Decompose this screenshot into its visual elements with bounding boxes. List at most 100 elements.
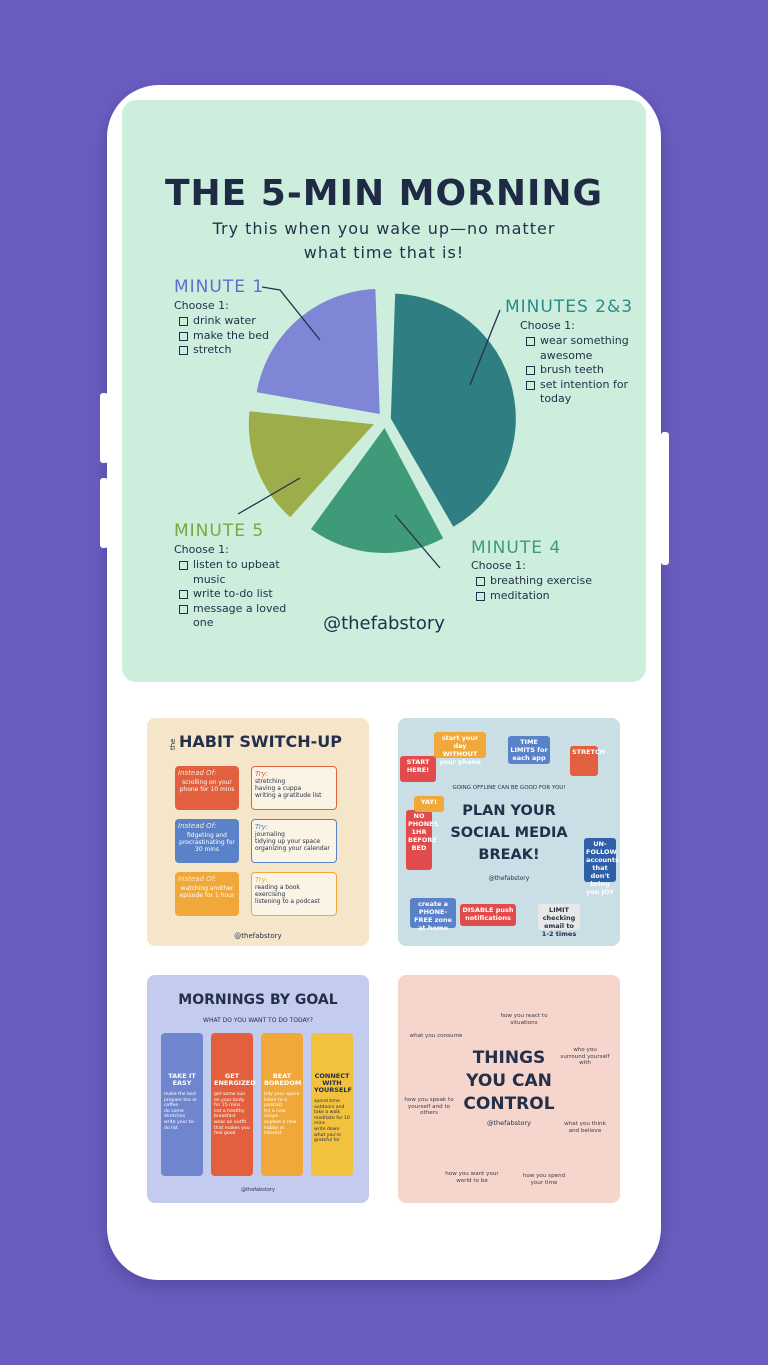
- section-prompt: Choose 1:: [471, 559, 526, 572]
- section-items: drink water make the bed stretch: [179, 314, 289, 358]
- section-prompt: Choose 1:: [520, 319, 575, 332]
- title-prefix: the: [169, 738, 177, 751]
- control-label: how you spend your time: [522, 1173, 566, 1186]
- column-heading: TAKE IT EASY: [168, 1072, 196, 1087]
- power-button: [661, 432, 669, 565]
- pie-illustration: [237, 286, 516, 569]
- column-heading: GET ENERGIZED: [214, 1072, 256, 1087]
- column-item: spend time outdoors and take a walk: [314, 1099, 345, 1116]
- try-item: stretching: [255, 778, 286, 785]
- checklist-item: stretch: [179, 343, 289, 358]
- pie-slice: [390, 293, 516, 527]
- instead-text: watching another episode for 1 hour: [179, 885, 235, 899]
- handle: @thefabstory: [487, 1119, 531, 1127]
- title-line: PLAN YOUR: [462, 803, 556, 819]
- post-subtitle: what time that is!: [303, 243, 465, 262]
- try-item: tidying up your space: [255, 838, 321, 845]
- post-title: THE 5-MIN MORNING: [164, 173, 604, 214]
- post-title: MORNINGS BY GOAL: [178, 992, 338, 1008]
- board-tile: UN-FOLLOW accounts that don't bring you …: [584, 838, 619, 896]
- kicker: GOING OFFLINE CAN BE GOOD FOR YOU!: [452, 785, 566, 791]
- title-line: CONTROL: [463, 1094, 555, 1114]
- try-box: Try: reading a book exercising listening to…: [251, 872, 337, 916]
- handle: @thefabstory: [241, 1187, 275, 1193]
- board-tile: YAY!: [414, 796, 444, 812]
- volume-up-button: [100, 393, 108, 463]
- instead-label: Instead Of:: [178, 769, 217, 777]
- column-item: get some sun on your body for 15 mins: [214, 1092, 246, 1109]
- volume-down-button: [100, 478, 108, 548]
- try-item: writing a gratitude list: [255, 792, 322, 799]
- column-heading: CONNECT WITH YOURSELF: [314, 1072, 352, 1094]
- title-line: BREAK!: [478, 847, 540, 863]
- control-label: what you think and believe: [564, 1121, 606, 1134]
- main-post[interactable]: THE 5-MIN MORNING Try this when you wake…: [122, 100, 646, 682]
- column-item: meditate for 10 mins: [314, 1115, 350, 1127]
- control-label: who you surround yourself with: [560, 1047, 610, 1066]
- checklist-item: meditation: [476, 589, 606, 604]
- try-box: Try: journaling tidying up your space organ…: [251, 819, 337, 863]
- section-heading: MINUTE 5: [174, 521, 265, 541]
- checklist-item: brush teeth: [526, 363, 634, 378]
- column-item: tidy your space: [264, 1092, 300, 1097]
- instead-text: fidgeting and procrastinating for 30 min…: [179, 832, 235, 853]
- section-prompt: Choose 1:: [174, 299, 229, 312]
- board-tile: START HERE!: [400, 756, 436, 782]
- try-item: organizing your calendar: [255, 845, 330, 852]
- section-heading: MINUTE 4: [471, 538, 562, 558]
- board-tile: NO PHONES 1HR BEFORE BED: [406, 810, 438, 870]
- section-items: breathing exercise meditation: [476, 574, 606, 603]
- try-label: Try:: [255, 770, 269, 778]
- checklist-item: write to-do list: [179, 587, 289, 602]
- leader-line: [394, 514, 441, 569]
- habit-post[interactable]: the HABIT SWITCH-UP @thefabstory Instead…: [147, 718, 369, 946]
- handle: @thefabstory: [234, 932, 282, 940]
- section-heading: MINUTE 1: [174, 277, 265, 297]
- handle: @thefabstory: [488, 875, 530, 882]
- board-tile: DISABLE push notifications: [460, 904, 516, 926]
- checklist-item: listen to upbeat music: [179, 558, 289, 587]
- column-item: explore a new hobby or interest: [264, 1119, 297, 1137]
- section-heading: MINUTES 2&3: [505, 297, 634, 317]
- title-line: YOU CAN: [466, 1071, 552, 1091]
- try-item: exercising: [255, 891, 286, 898]
- title-line: SOCIAL MEDIA: [450, 825, 568, 841]
- column-item: do some stretches: [164, 1108, 186, 1120]
- column-item: eat a healthy breakfast: [214, 1108, 245, 1120]
- post-title: HABIT SWITCH-UP: [179, 732, 342, 751]
- control-post[interactable]: THINGS YOU CAN CONTROL @thefabstory what…: [398, 975, 620, 1203]
- checklist-item: message a loved one: [179, 602, 289, 631]
- pie-slice: [248, 411, 374, 518]
- instead-box: Instead Of: fidgeting and procrastinating…: [175, 819, 239, 863]
- post-subtitle: Try this when you wake up—no matter: [212, 219, 556, 238]
- board-tile: create a PHONE-FREE zone at home: [410, 898, 456, 932]
- column-heading: BEAT BOREDOM: [264, 1072, 302, 1087]
- instead-text: scrolling on your phone for 10 mins: [179, 779, 235, 793]
- control-label: how you react to situations: [500, 1013, 548, 1026]
- control-label: how you speak to yourself and to others: [404, 1097, 454, 1116]
- try-item: reading a book: [255, 884, 300, 891]
- instead-box: Instead Of: watching another episode for …: [175, 872, 239, 916]
- board-tile: start your day WITHOUT your phone: [434, 732, 486, 766]
- try-label: Try:: [255, 823, 269, 831]
- try-box: Try: stretching having a cuppa writing a gr…: [251, 766, 337, 810]
- column-item: listen to a podcast: [264, 1097, 287, 1109]
- column-item: wear an outfit that makes you feel good: [214, 1119, 250, 1137]
- handle: @thefabstory: [323, 613, 445, 634]
- social-media-post[interactable]: GOING OFFLINE CAN BE GOOD FOR YOU! PLAN …: [398, 718, 620, 946]
- section-items: wear something awesome brush teeth set int…: [526, 334, 634, 407]
- try-item: journaling: [255, 831, 285, 838]
- column-item: write your to-do list: [164, 1119, 196, 1131]
- goals-post[interactable]: MORNINGS BY GOAL WHAT DO YOU WANT TO DO …: [147, 975, 369, 1203]
- section-items: listen to upbeat music write to-do list me…: [179, 558, 289, 631]
- column-item: try a new recipe: [264, 1108, 286, 1120]
- checklist-item: make the bed: [179, 329, 289, 344]
- goal-column: GET ENERGIZED get some sun on your body f…: [211, 1033, 256, 1176]
- pie-slice: [310, 427, 444, 553]
- leader-line: [237, 477, 301, 515]
- title-line: THINGS: [472, 1048, 546, 1068]
- try-item: listening to a podcast: [255, 898, 320, 905]
- board-tile: LIMIT checking email to 1-2 times: [538, 904, 580, 938]
